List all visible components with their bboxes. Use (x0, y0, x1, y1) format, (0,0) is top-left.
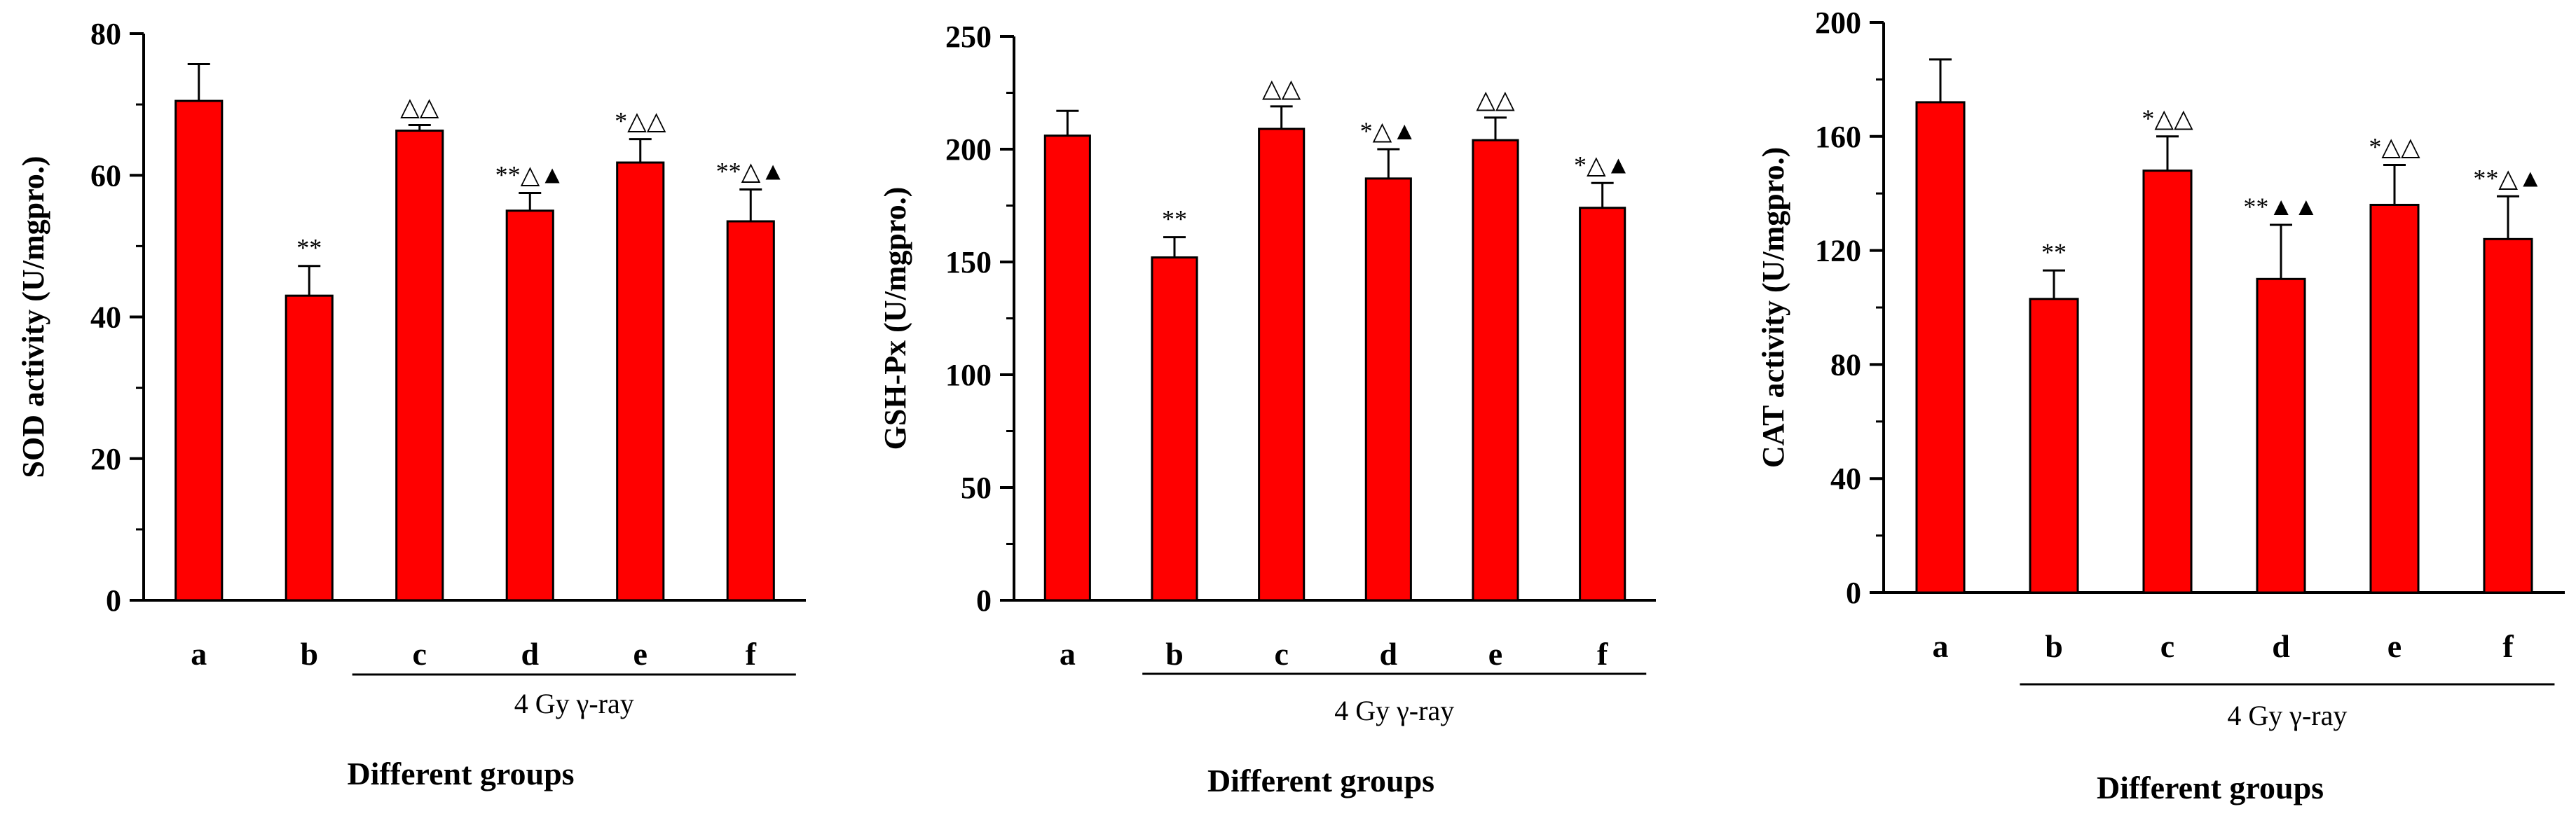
bar-a (1915, 101, 1966, 594)
bar-f (2483, 237, 2533, 594)
category-label-c: c (413, 636, 427, 672)
y-tick-label: 0 (106, 583, 121, 618)
category-label-a: a (1060, 636, 1076, 672)
significance-mark-b: ** (296, 234, 322, 262)
y-tick-label: 0 (976, 583, 992, 618)
y-tick-label: 60 (90, 158, 121, 193)
category-label-c: c (1274, 636, 1288, 672)
y-tick-label: 40 (90, 300, 121, 335)
category-label-a: a (1933, 628, 1949, 664)
category-label-b: b (2045, 628, 2063, 664)
y-axis-title: SOD activity (U/mgpro.) (16, 156, 50, 478)
treatment-label: 4 Gy γ-ray (1334, 695, 1454, 726)
bar-a (1043, 134, 1091, 602)
bar-c (2142, 170, 2193, 594)
significance-mark-e: △△ (1476, 85, 1515, 113)
significance-mark-d: *△▲ (1360, 117, 1417, 145)
category-label-d: d (2272, 628, 2290, 664)
bar-f (726, 220, 775, 602)
bar-b (1151, 256, 1198, 602)
x-axis-title: Different groups (2097, 770, 2324, 805)
chart-panel-1: 0 20 40 60 80 SOD activity (U/mgpro.) a ** b △△ c *… (16, 17, 806, 791)
significance-mark-e: *△△ (615, 107, 666, 135)
y-tick-label: 100 (945, 358, 992, 392)
y-tick-label: 80 (1830, 347, 1861, 382)
x-axis-title: Different groups (1207, 763, 1434, 798)
category-label-c: c (2160, 628, 2174, 664)
category-label-d: d (1380, 636, 1398, 672)
significance-mark-c: *△△ (2142, 104, 2193, 132)
category-label-f: f (1597, 636, 1608, 672)
bar-b (2029, 298, 2079, 594)
y-tick-label: 20 (90, 442, 121, 476)
bar-b (285, 294, 334, 602)
significance-mark-c: △△ (400, 92, 439, 120)
y-tick-label: 150 (945, 245, 992, 279)
y-tick-label: 200 (945, 132, 992, 167)
chart-panel-2: 0 50 100 150 200 250 GSH-Px (U/mgpro.) a ** b △△ c *… (878, 20, 1656, 798)
category-label-f: f (2502, 628, 2514, 664)
category-label-b: b (300, 636, 318, 672)
category-label-e: e (2387, 628, 2402, 664)
y-tick-label: 200 (1815, 6, 1861, 40)
significance-mark-d: **△▲ (495, 161, 565, 189)
significance-mark-e: *△△ (2369, 133, 2420, 161)
significance-mark-b: ** (2041, 238, 2067, 266)
significance-mark-b: ** (1162, 205, 1187, 233)
category-label-a: a (191, 636, 207, 672)
bar-e (2369, 203, 2420, 594)
bar-e (616, 161, 665, 602)
bar-d (505, 209, 554, 602)
significance-mark-f: **△▲ (716, 157, 786, 185)
bar-f (1579, 207, 1626, 602)
y-tick-label: 0 (1846, 576, 1861, 610)
treatment-label: 4 Gy γ-ray (2227, 700, 2347, 731)
significance-mark-f: *△▲ (1574, 151, 1631, 179)
treatment-label: 4 Gy γ-ray (514, 688, 634, 719)
x-axis-title: Different groups (347, 756, 574, 791)
category-label-e: e (1488, 636, 1502, 672)
y-tick-label: 80 (90, 17, 121, 51)
category-label-e: e (633, 636, 648, 672)
bar-d (2256, 277, 2306, 594)
significance-mark-c: △△ (1262, 74, 1301, 102)
significance-mark-d: **▲▲ (2243, 193, 2318, 221)
y-tick-label: 40 (1830, 462, 1861, 496)
y-tick-label: 50 (961, 471, 992, 505)
bar-c (395, 130, 444, 602)
bar-a (174, 99, 224, 602)
bar-c (1258, 127, 1306, 602)
y-tick-label: 160 (1815, 120, 1861, 154)
y-tick-label: 120 (1815, 234, 1861, 268)
significance-mark-f: **△▲ (2473, 164, 2542, 192)
bar-e (1472, 139, 1519, 602)
y-axis-title: CAT activity (U/mgpro.) (1756, 147, 1790, 468)
chart-panel-3: 0 40 80 120 160 200 CAT activity (U/mgpro.) a **… (1756, 6, 2565, 805)
category-label-b: b (1165, 636, 1184, 672)
bar-d (1364, 177, 1412, 602)
category-label-f: f (746, 636, 757, 672)
category-label-d: d (521, 636, 539, 672)
y-tick-label: 250 (945, 20, 992, 54)
y-axis-title: GSH-Px (U/mgpro.) (878, 187, 912, 450)
